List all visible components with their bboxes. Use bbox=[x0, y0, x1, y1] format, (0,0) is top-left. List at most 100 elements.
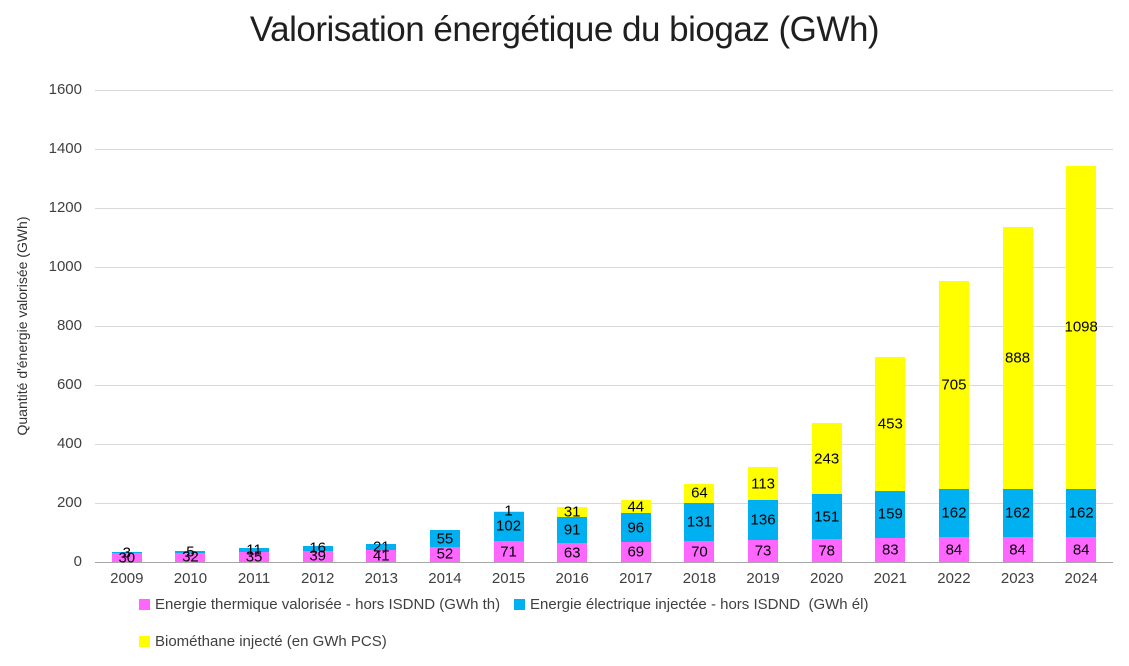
gridline bbox=[95, 89, 1113, 91]
x-tick-label-2009: 2009 bbox=[110, 570, 144, 587]
x-tick-label-2012: 2012 bbox=[301, 570, 335, 587]
bar-segment-label: 1098 bbox=[1064, 318, 1098, 336]
bar-segment-label: 162 bbox=[1005, 504, 1031, 522]
bar-segment-label: 705 bbox=[941, 376, 967, 394]
bar-segment-2018-s1 bbox=[684, 502, 715, 542]
bar-segment-label: 64 bbox=[691, 484, 708, 502]
y-tick-label: 1600 bbox=[48, 81, 82, 98]
bar-segment-2024-s0 bbox=[1066, 537, 1097, 562]
bar-segment-label: 73 bbox=[754, 542, 772, 560]
bar-segment-2020-s0 bbox=[811, 539, 842, 562]
legend-swatch-biomethane bbox=[139, 636, 150, 647]
gridline bbox=[95, 266, 1113, 268]
y-tick-label: 1200 bbox=[48, 199, 82, 216]
bar-segment-label: 21 bbox=[372, 538, 390, 556]
bar-segment-label: 41 bbox=[372, 547, 390, 565]
plot-area: 30 3 32 5 35 11 39 16 41 21 52 55 71 102 1 63 91 31 69 96 44… bbox=[95, 89, 1113, 566]
bar-segment-label: 131 bbox=[686, 513, 712, 531]
gridline bbox=[95, 443, 1113, 445]
bar-segment-label: 16 bbox=[309, 539, 327, 557]
y-tick-label: 400 bbox=[56, 435, 82, 452]
x-tick-label-2010: 2010 bbox=[173, 570, 208, 587]
bar-segment-2020-s1 bbox=[811, 494, 842, 539]
bar-segment-label: 91 bbox=[563, 521, 581, 539]
bar-segment-2017-s2 bbox=[620, 500, 651, 514]
bar-segment-2016-s0 bbox=[557, 543, 588, 562]
y-tick-label: 1000 bbox=[48, 258, 82, 275]
bar-segment-label: 84 bbox=[1009, 541, 1026, 559]
bar-segment-label: 35 bbox=[245, 548, 263, 566]
bar-segment-2024-s1 bbox=[1066, 489, 1097, 538]
legend-item-energie-thermique: Energie thermique valorisée - hors ISDND… bbox=[139, 596, 500, 613]
bar-segment-label: 162 bbox=[941, 504, 967, 522]
bar-segment-label: 102 bbox=[496, 517, 522, 535]
x-axis-line bbox=[95, 561, 1113, 563]
legend-label-biomethane: Biométhane injecté (en GWh PCS) bbox=[155, 633, 387, 650]
bar-segment-2010-s1 bbox=[175, 551, 206, 553]
bar-segment-label: 84 bbox=[1072, 541, 1090, 559]
bar-segment-label: 55 bbox=[436, 530, 454, 548]
bar-segment-2024-s2 bbox=[1066, 165, 1097, 490]
bar-segment-2019-s1 bbox=[748, 500, 779, 541]
bar-segment-label: 71 bbox=[500, 543, 517, 561]
gridline bbox=[95, 384, 1113, 386]
gridline bbox=[95, 148, 1113, 150]
y-tick-label: 1400 bbox=[48, 140, 82, 157]
x-tick-label-2014: 2014 bbox=[428, 570, 462, 587]
bar-segment-2021-s2 bbox=[875, 357, 906, 491]
bar-segment-label: 39 bbox=[309, 547, 327, 565]
x-tick-label-2017: 2017 bbox=[619, 570, 653, 587]
x-tick-label-2023: 2023 bbox=[1000, 570, 1035, 587]
gridline bbox=[95, 207, 1113, 209]
bar-segment-2009-s0 bbox=[111, 553, 142, 562]
bar-segment-label: 243 bbox=[814, 450, 840, 468]
bar-segment-2009-s1 bbox=[111, 552, 142, 554]
bar-segment-2011-s0 bbox=[239, 551, 270, 562]
bar-segment-2012-s0 bbox=[302, 550, 333, 562]
bar-segment-label: 11 bbox=[246, 541, 262, 559]
bar-segment-label: 84 bbox=[945, 541, 963, 559]
bar-segment-label: 5 bbox=[186, 543, 195, 561]
bar-segment-label: 44 bbox=[627, 498, 645, 516]
bar-segment-2019-s2 bbox=[748, 467, 779, 501]
bar-segment-label: 136 bbox=[750, 511, 776, 529]
legend-item-biomethane: Biométhane injecté (en GWh PCS) bbox=[139, 633, 387, 650]
legend-label-energie-electrique: Energie électrique injectée - hors ISDND… bbox=[530, 596, 869, 613]
y-tick-label: 800 bbox=[56, 317, 82, 334]
bar-segment-label: 162 bbox=[1068, 504, 1094, 522]
gridline bbox=[95, 325, 1113, 327]
legend-swatch-energie-electrique bbox=[514, 599, 525, 610]
x-tick-label-2018: 2018 bbox=[682, 570, 717, 587]
bar-segment-2022-s0 bbox=[938, 537, 969, 562]
x-tick-label-2015: 2015 bbox=[491, 570, 526, 587]
bar-segment-2014-s1 bbox=[429, 530, 460, 547]
bar-segment-2018-s0 bbox=[684, 541, 715, 562]
x-tick-label-2019: 2019 bbox=[746, 570, 780, 587]
legend-item-energie-electrique: Energie électrique injectée - hors ISDND… bbox=[514, 596, 868, 613]
legend-swatch-energie-thermique bbox=[139, 599, 150, 610]
bar-segment-2016-s2 bbox=[557, 507, 588, 517]
bar-segment-label: 63 bbox=[563, 544, 581, 562]
bar-segment-label: 83 bbox=[881, 541, 899, 559]
bar-segment-2021-s1 bbox=[875, 490, 906, 538]
x-tick-label-2020: 2020 bbox=[810, 570, 844, 587]
y-tick-label: 200 bbox=[56, 494, 82, 511]
x-tick-label-2021: 2021 bbox=[873, 570, 907, 587]
bar-segment-2014-s0 bbox=[429, 546, 460, 562]
bar-segment-label: 96 bbox=[627, 519, 645, 536]
bar-segment-label: 70 bbox=[691, 543, 708, 561]
bar-segment-label: 69 bbox=[627, 543, 645, 561]
x-tick-label-2011: 2011 bbox=[237, 570, 271, 587]
bar-segment-label: 78 bbox=[818, 542, 836, 559]
bar-segment-2013-s1 bbox=[366, 543, 397, 550]
bar-segment-2022-s1 bbox=[938, 489, 969, 538]
bar-segment-2023-s1 bbox=[1002, 489, 1033, 538]
x-tick-label-2013: 2013 bbox=[364, 570, 398, 587]
bar-segment-2015-s0 bbox=[493, 541, 524, 562]
bar-segment-2013-s0 bbox=[366, 549, 397, 562]
x-tick-label-2016: 2016 bbox=[555, 570, 589, 587]
bar-segment-2010-s0 bbox=[175, 552, 206, 562]
bar-segment-2020-s2 bbox=[811, 422, 842, 495]
bar-segment-2018-s2 bbox=[684, 483, 715, 503]
